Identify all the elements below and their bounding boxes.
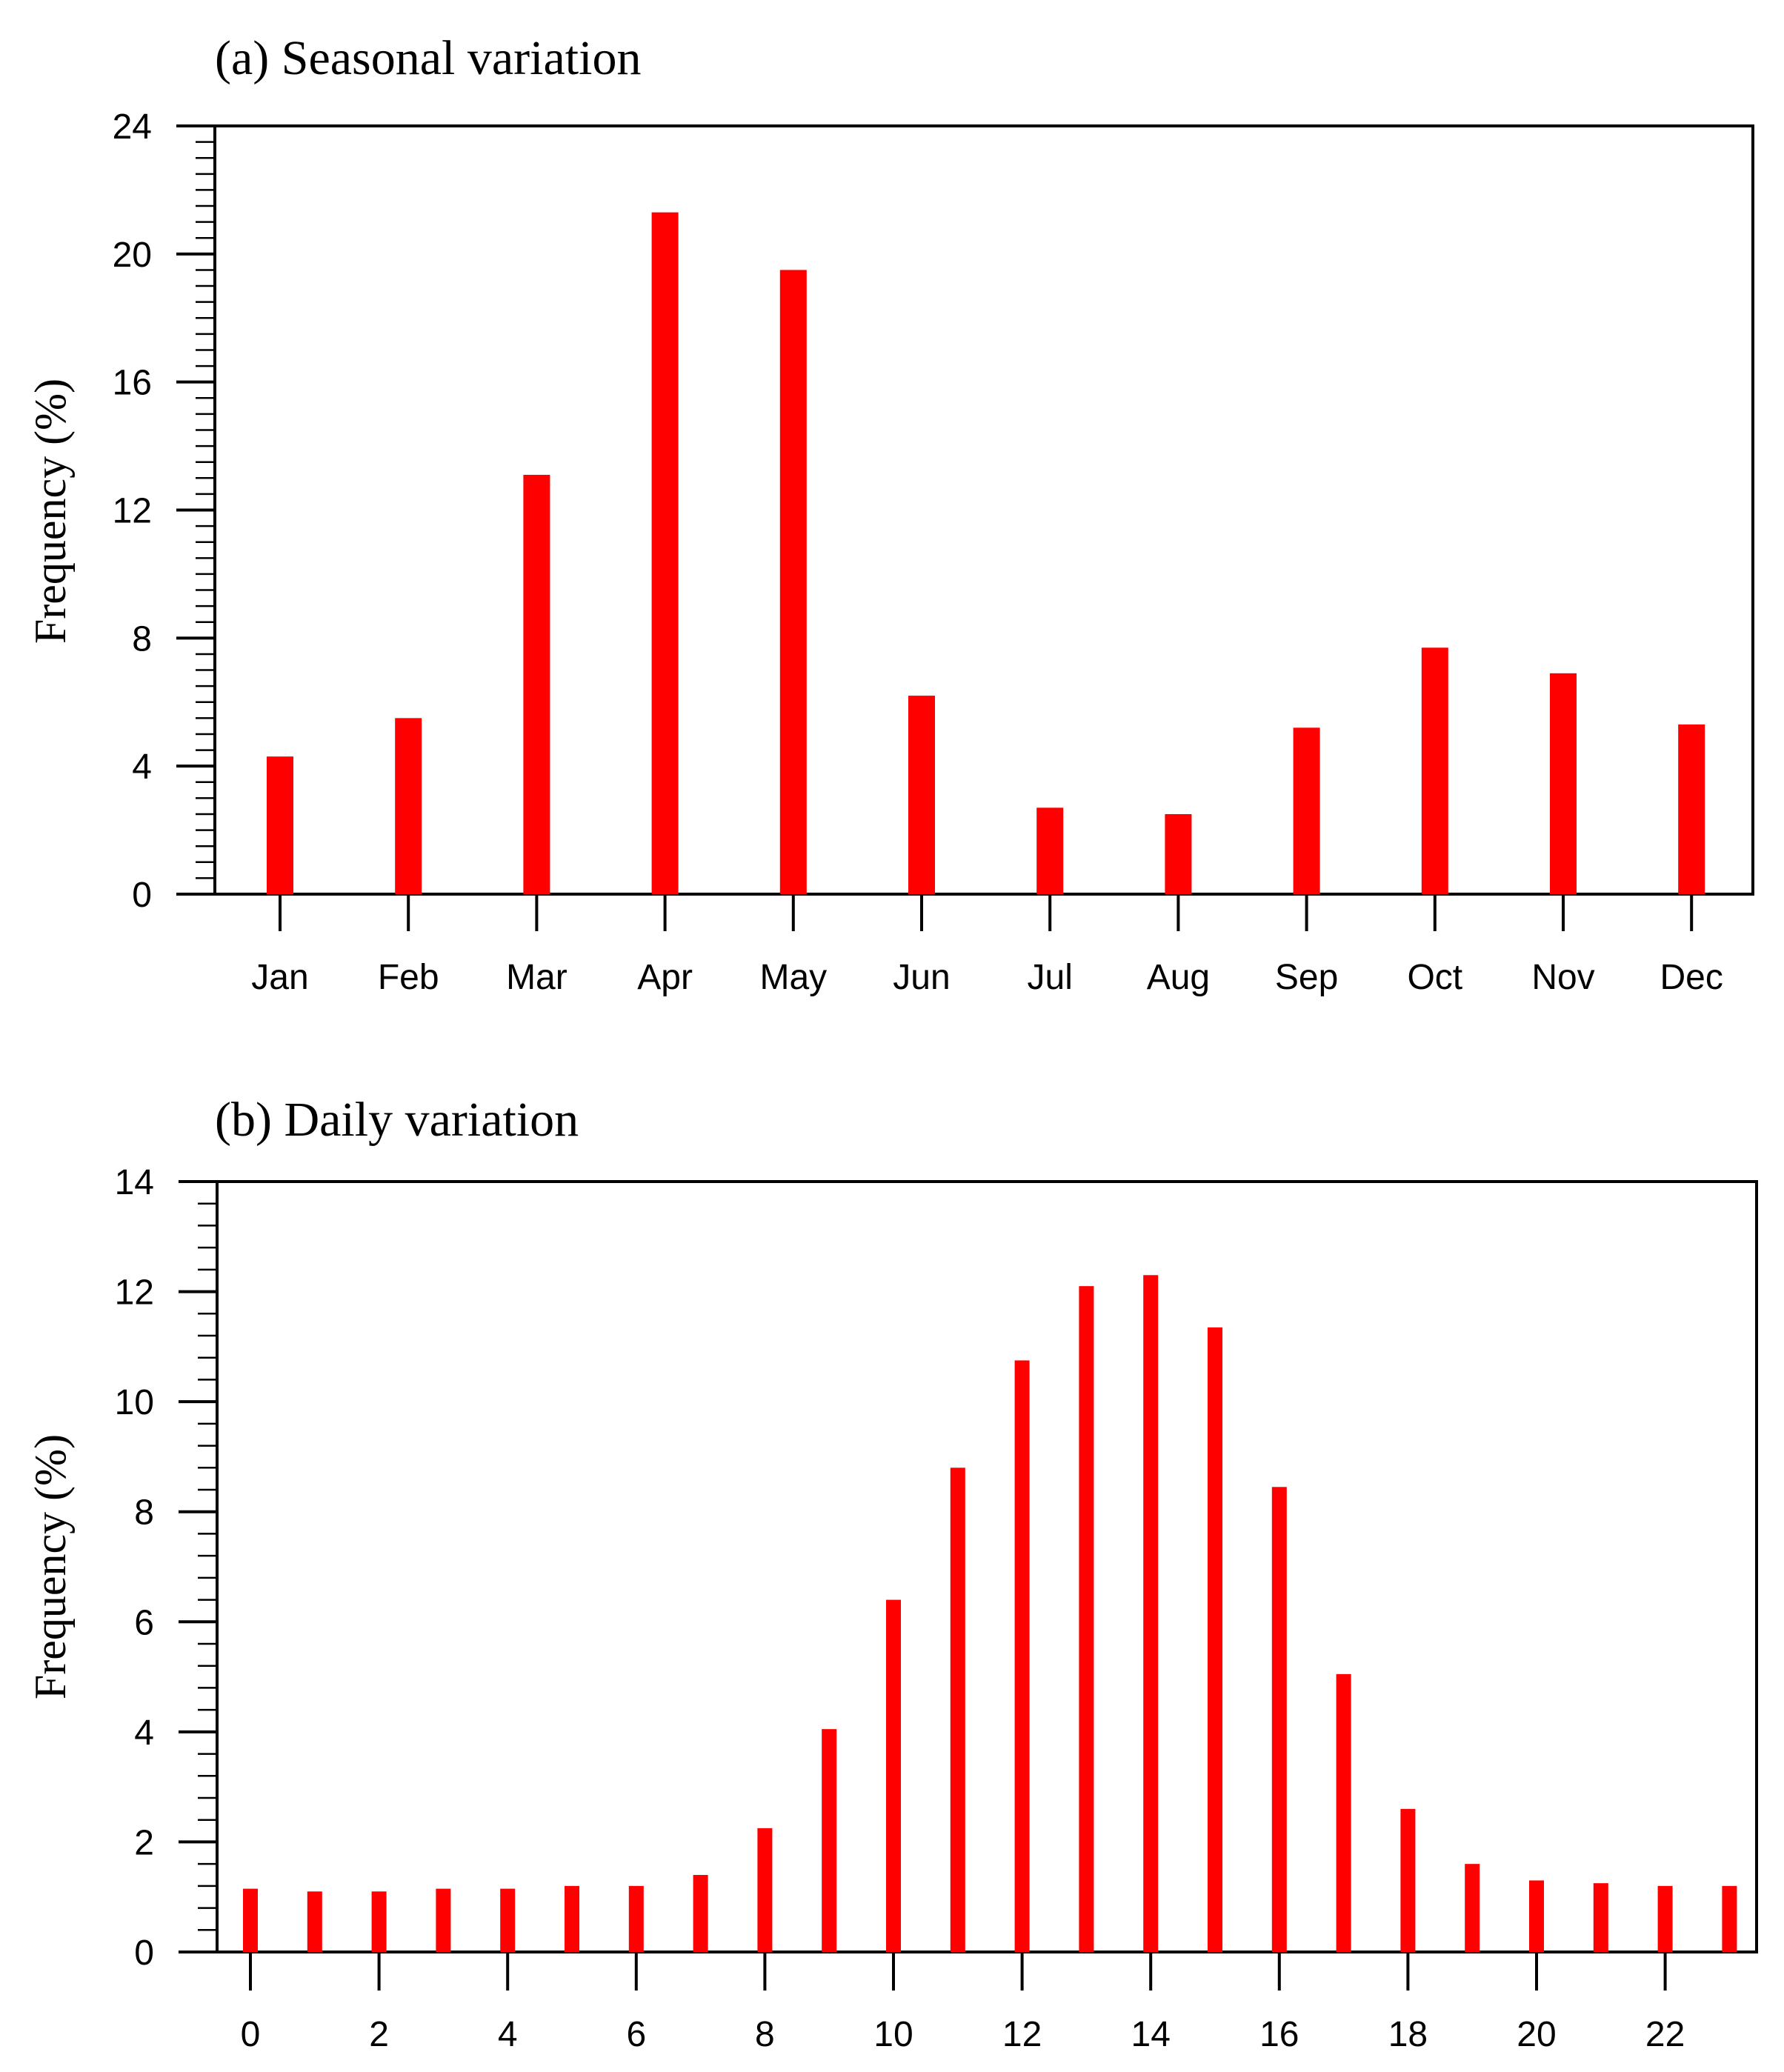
y-tick-label: 24: [113, 107, 152, 147]
x-tick-label: 18: [1388, 2015, 1428, 2054]
bar: [908, 696, 935, 894]
bar: [1014, 1360, 1030, 1952]
y-axis-label: Frequency (%): [26, 1434, 75, 1699]
plot-frame: [216, 1180, 1758, 1953]
daily-chart: (b) Daily variation Frequency (%) 0 2 4 6 8 1…: [26, 1093, 1758, 2054]
bar: [950, 1468, 965, 1952]
y-tick-label: 8: [134, 1493, 154, 1533]
bar: [1336, 1673, 1351, 1952]
axes: 0 4 8 12 16 20 24 Jan Feb Mar Apr May Jun Jul Aug Sep Oc…: [113, 107, 1723, 997]
bar: [1593, 1883, 1608, 1952]
x-tick-label: Aug: [1147, 958, 1210, 997]
bar: [1722, 1885, 1737, 1952]
bar: [500, 1888, 516, 1952]
bar: [395, 718, 422, 894]
y-tick-label: 10: [115, 1383, 154, 1422]
x-tick-label: 6: [626, 2015, 646, 2054]
bar: [779, 270, 807, 894]
bar: [565, 1885, 579, 1952]
y-tick-label: 14: [115, 1163, 154, 1202]
x-tick-label: May: [759, 958, 827, 997]
bar: [523, 474, 550, 894]
x-tick-label: 8: [755, 2015, 775, 2054]
bar: [757, 1828, 773, 1952]
y-tick-label: 0: [134, 1933, 154, 1973]
x-tick-label: Apr: [637, 958, 693, 997]
bar: [371, 1891, 387, 1952]
bars: [267, 212, 1705, 895]
bar: [1678, 724, 1705, 894]
y-tick-label: 12: [115, 1273, 154, 1313]
bar: [1271, 1487, 1287, 1952]
bar: [1550, 673, 1577, 894]
y-tick-label: 16: [113, 364, 152, 403]
chart-title: (a) Seasonal variation: [215, 31, 641, 85]
x-tick-label: 12: [1002, 2015, 1042, 2054]
bar: [1465, 1864, 1480, 1952]
bar: [628, 1885, 644, 1952]
x-tick-label: Sep: [1275, 958, 1338, 997]
y-tick-label: 20: [113, 236, 152, 275]
x-tick-label: Nov: [1531, 958, 1594, 997]
x-tick-label: 10: [873, 2015, 913, 2054]
bar: [651, 212, 679, 895]
x-tick-label: Jun: [893, 958, 950, 997]
x-tick-label: Oct: [1407, 958, 1462, 997]
bar: [1400, 1808, 1416, 1952]
x-tick-label: 4: [498, 2015, 518, 2054]
bar: [1208, 1327, 1222, 1952]
x-tick-label: Dec: [1660, 958, 1723, 997]
y-tick-label: 4: [132, 747, 152, 787]
bar: [1293, 727, 1320, 894]
bar: [1143, 1275, 1159, 1952]
x-tick-label: Jul: [1028, 958, 1073, 997]
x-tick-label: 0: [241, 2015, 261, 2054]
x-tick-label: 20: [1517, 2015, 1556, 2054]
y-tick-label: 12: [113, 492, 152, 531]
x-tick-label: Mar: [506, 958, 568, 997]
y-tick-label: 6: [134, 1603, 154, 1642]
y-tick-label: 4: [134, 1713, 154, 1753]
axes: 0 2 4 6 8 10 12 14 0 2 4 6 8 10 12 14 16 18 20 22: [115, 1163, 1685, 2054]
y-axis-label: Frequency (%): [26, 379, 75, 644]
chart-title: (b) Daily variation: [215, 1093, 579, 1147]
y-tick-label: 0: [132, 876, 152, 915]
seasonal-chart: (a) Seasonal variation Frequency (%) 0 4 8…: [26, 31, 1754, 997]
x-tick-label: 16: [1259, 2015, 1299, 2054]
y-tick-label: 8: [132, 619, 152, 659]
bar: [693, 1875, 708, 1952]
bar: [243, 1888, 258, 1952]
x-tick-label: Jan: [251, 958, 308, 997]
bar: [822, 1729, 837, 1952]
bar: [307, 1891, 322, 1952]
plot-frame: [213, 124, 1754, 896]
bar: [1529, 1880, 1544, 1952]
bar: [1421, 647, 1448, 894]
y-tick-label: 2: [134, 1823, 154, 1862]
bar: [1165, 813, 1192, 894]
bar: [886, 1599, 901, 1952]
x-tick-label: 14: [1131, 2015, 1171, 2054]
bar: [1657, 1885, 1673, 1952]
x-tick-label: 2: [369, 2015, 389, 2054]
x-tick-label: 22: [1645, 2015, 1685, 2054]
bar: [267, 756, 293, 894]
bars: [243, 1275, 1737, 1952]
x-tick-label: Feb: [378, 958, 439, 997]
bar: [1079, 1286, 1094, 1952]
bar: [1036, 807, 1064, 894]
bar: [436, 1888, 451, 1952]
